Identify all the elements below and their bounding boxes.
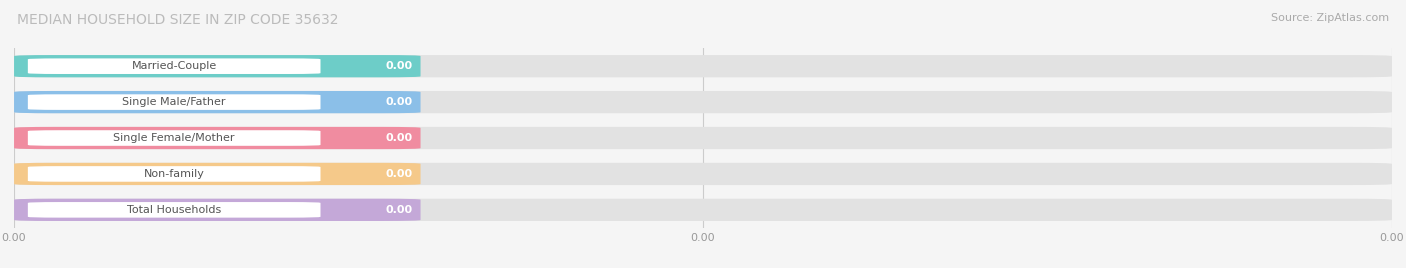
- Text: 0.00: 0.00: [385, 205, 412, 215]
- FancyBboxPatch shape: [14, 199, 1392, 221]
- Text: 0.00: 0.00: [385, 133, 412, 143]
- FancyBboxPatch shape: [14, 91, 1392, 113]
- Text: Married-Couple: Married-Couple: [132, 61, 217, 71]
- FancyBboxPatch shape: [14, 199, 420, 221]
- FancyBboxPatch shape: [14, 163, 1392, 185]
- Text: 0.00: 0.00: [385, 169, 412, 179]
- Text: Source: ZipAtlas.com: Source: ZipAtlas.com: [1271, 13, 1389, 23]
- FancyBboxPatch shape: [14, 55, 420, 77]
- FancyBboxPatch shape: [14, 55, 1392, 77]
- FancyBboxPatch shape: [14, 163, 420, 185]
- Text: MEDIAN HOUSEHOLD SIZE IN ZIP CODE 35632: MEDIAN HOUSEHOLD SIZE IN ZIP CODE 35632: [17, 13, 339, 27]
- FancyBboxPatch shape: [28, 202, 321, 218]
- Text: Single Male/Father: Single Male/Father: [122, 97, 226, 107]
- FancyBboxPatch shape: [28, 94, 321, 110]
- Text: 0.00: 0.00: [385, 61, 412, 71]
- FancyBboxPatch shape: [28, 130, 321, 146]
- Text: 0.00: 0.00: [385, 97, 412, 107]
- FancyBboxPatch shape: [14, 127, 1392, 149]
- FancyBboxPatch shape: [28, 58, 321, 74]
- FancyBboxPatch shape: [14, 127, 420, 149]
- Text: Single Female/Mother: Single Female/Mother: [114, 133, 235, 143]
- FancyBboxPatch shape: [28, 166, 321, 182]
- Text: Non-family: Non-family: [143, 169, 205, 179]
- Text: Total Households: Total Households: [127, 205, 221, 215]
- FancyBboxPatch shape: [14, 91, 420, 113]
